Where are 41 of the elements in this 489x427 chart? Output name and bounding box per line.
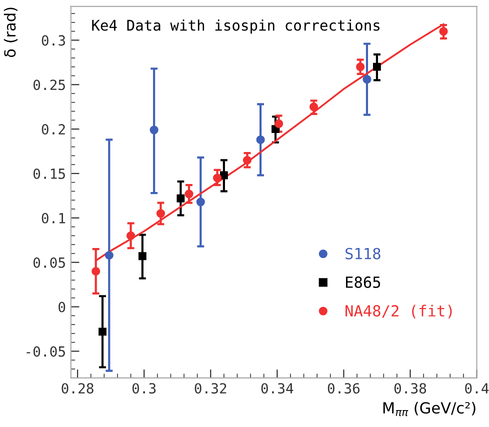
point (373, 62, 381, 71)
point (150, 126, 158, 134)
x-tick-label: 0.34 (261, 383, 294, 394)
point (92, 266, 100, 276)
y-axis-title: δ (rad) (4, 8, 18, 58)
point (98, 328, 106, 336)
y-tick-label: 0 (58, 302, 66, 312)
point (439, 26, 448, 36)
x-tick-label: 0.36 (328, 383, 360, 394)
x-tick-label: 0.28 (62, 383, 94, 394)
y-tick-label: 0.2 (42, 124, 65, 135)
x-tick-label: 0.38 (394, 383, 426, 394)
x-tick-label: 0.3 (132, 383, 156, 394)
point (220, 171, 228, 180)
text: Ke4 Data with isospin corrections (92, 19, 380, 34)
point (212, 174, 222, 182)
point (176, 194, 185, 202)
point (138, 252, 146, 260)
point (309, 102, 318, 112)
point (274, 119, 284, 128)
legend-label: NA48/2 (fit) (346, 304, 452, 318)
point (196, 198, 205, 206)
x-tick-label: 0.4 (465, 383, 489, 394)
x-axis-title: M$_{ππ}$ (GeV/c²) (383, 402, 476, 416)
point (126, 231, 136, 240)
point (104, 250, 114, 260)
point (242, 156, 252, 164)
y-tick-label: -0.05 (26, 346, 65, 357)
legend-label: S118 (346, 248, 380, 260)
point (156, 209, 166, 218)
y-tick-label: 0.25 (34, 80, 65, 90)
point (256, 135, 265, 144)
point (184, 190, 194, 198)
y-tick-label: 0.1 (42, 212, 66, 224)
point (362, 74, 372, 84)
y-tick-label: 0.3 (42, 35, 65, 46)
legend-label: E865 (346, 276, 380, 288)
y-tick-label: 0.15 (34, 168, 65, 179)
point (356, 62, 365, 72)
x-tick-label: 0.32 (194, 383, 226, 394)
y-tick-label: 0.05 (34, 257, 65, 268)
